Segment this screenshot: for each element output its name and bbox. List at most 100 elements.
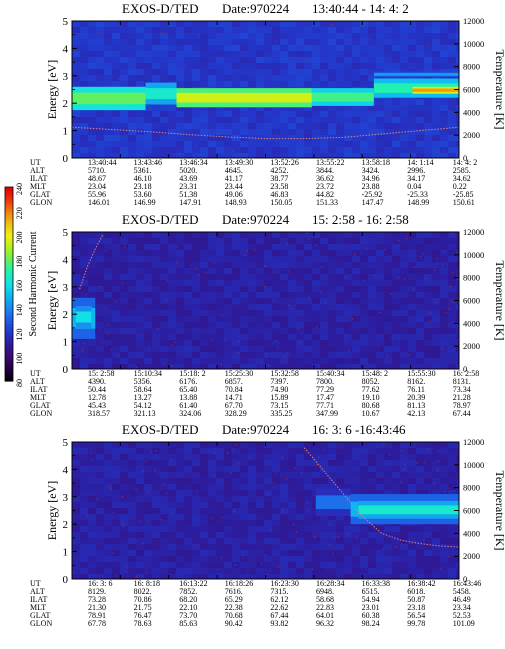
texture-cell: [168, 292, 176, 298]
texture-cell: [280, 574, 288, 579]
texture-cell: [248, 51, 256, 57]
colorbar-cell: [5, 229, 13, 234]
texture-cell: [448, 478, 456, 484]
right-tick-label: 4000: [463, 318, 480, 328]
texture-cell: [376, 556, 384, 562]
texture-cell: [448, 442, 456, 448]
texture-cell: [144, 346, 152, 352]
texture-cell: [88, 280, 96, 286]
texture-cell: [184, 484, 192, 490]
texture-cell: [240, 334, 248, 340]
texture-cell: [288, 538, 296, 544]
texture-cell: [272, 250, 280, 256]
texture-cell: [280, 111, 288, 117]
texture-cell: [232, 129, 240, 135]
noise-speck: [145, 572, 148, 574]
texture-cell: [136, 69, 144, 75]
texture-cell: [120, 532, 128, 538]
texture-cell: [424, 232, 432, 238]
texture-cell: [168, 556, 176, 562]
texture-cell: [128, 51, 136, 57]
texture-cell: [368, 328, 376, 334]
texture-cell: [304, 232, 312, 238]
texture-cell: [424, 39, 432, 45]
texture-cell: [176, 352, 184, 358]
texture-cell: [176, 478, 184, 484]
texture-cell: [72, 153, 80, 158]
texture-cell: [208, 39, 216, 45]
texture-cell: [312, 478, 320, 484]
texture-cell: [136, 111, 144, 117]
texture-cell: [432, 33, 440, 39]
texture-cell: [176, 105, 184, 111]
texture-cell: [360, 544, 368, 550]
texture-cell: [304, 310, 312, 316]
texture-cell: [248, 292, 256, 298]
texture-cell: [216, 117, 224, 123]
texture-cell: [336, 141, 344, 147]
texture-cell: [320, 27, 328, 33]
texture-cell: [272, 27, 280, 33]
texture-cell: [224, 334, 232, 340]
texture-cell: [416, 27, 424, 33]
texture-cell: [104, 153, 112, 158]
texture-cell: [112, 123, 120, 129]
texture-cell: [384, 99, 392, 105]
texture-cell: [192, 45, 200, 51]
texture-cell: [208, 520, 216, 526]
texture-cell: [280, 526, 288, 532]
texture-cell: [304, 27, 312, 33]
texture-cell: [296, 111, 304, 117]
noise-speck: [266, 493, 268, 495]
texture-cell: [288, 442, 296, 448]
texture-cell: [296, 544, 304, 550]
texture-cell: [112, 69, 120, 75]
texture-cell: [120, 460, 128, 466]
texture-cell: [440, 111, 448, 117]
texture-cell: [80, 514, 88, 520]
noise-speck: [377, 346, 380, 348]
right-tick-label: 6000: [463, 296, 480, 306]
texture-cell: [176, 454, 184, 460]
texture-cell: [296, 502, 304, 508]
texture-cell: [192, 310, 200, 316]
texture-cell: [424, 111, 432, 117]
texture-cell: [360, 532, 368, 538]
texture-cell: [288, 141, 296, 147]
colorbar-tick-label: 100: [15, 353, 24, 365]
field-value: 20.39: [407, 393, 425, 402]
texture-cell: [96, 81, 104, 87]
texture-cell: [424, 484, 432, 490]
texture-cell: [312, 33, 320, 39]
texture-cell: [144, 310, 152, 316]
texture-cell: [120, 292, 128, 298]
texture-cell: [280, 490, 288, 496]
texture-cell: [72, 502, 80, 508]
texture-cell: [296, 352, 304, 358]
texture-cell: [192, 490, 200, 496]
texture-cell: [96, 484, 104, 490]
texture-cell: [160, 544, 168, 550]
texture-cell: [320, 358, 328, 364]
texture-cell: [288, 556, 296, 562]
texture-cell: [448, 280, 456, 286]
noise-speck: [450, 232, 452, 234]
texture-cell: [448, 141, 456, 147]
texture-cell: [376, 490, 384, 496]
texture-cell: [456, 538, 459, 544]
noise-speck: [198, 274, 200, 276]
texture-cell: [136, 304, 144, 310]
texture-cell: [256, 21, 264, 27]
texture-cell: [168, 75, 176, 81]
texture-cell: [344, 358, 352, 364]
texture-cell: [184, 51, 192, 57]
texture-cell: [240, 442, 248, 448]
texture-cell: [280, 27, 288, 33]
texture-cell: [144, 304, 152, 310]
texture-cell: [448, 27, 456, 33]
field-value: 65.29: [225, 595, 243, 604]
y-axis-label-right: Temperature [K]: [493, 470, 505, 550]
texture-cell: [328, 442, 336, 448]
texture-cell: [408, 466, 416, 472]
field-value: 67.78: [88, 619, 106, 628]
